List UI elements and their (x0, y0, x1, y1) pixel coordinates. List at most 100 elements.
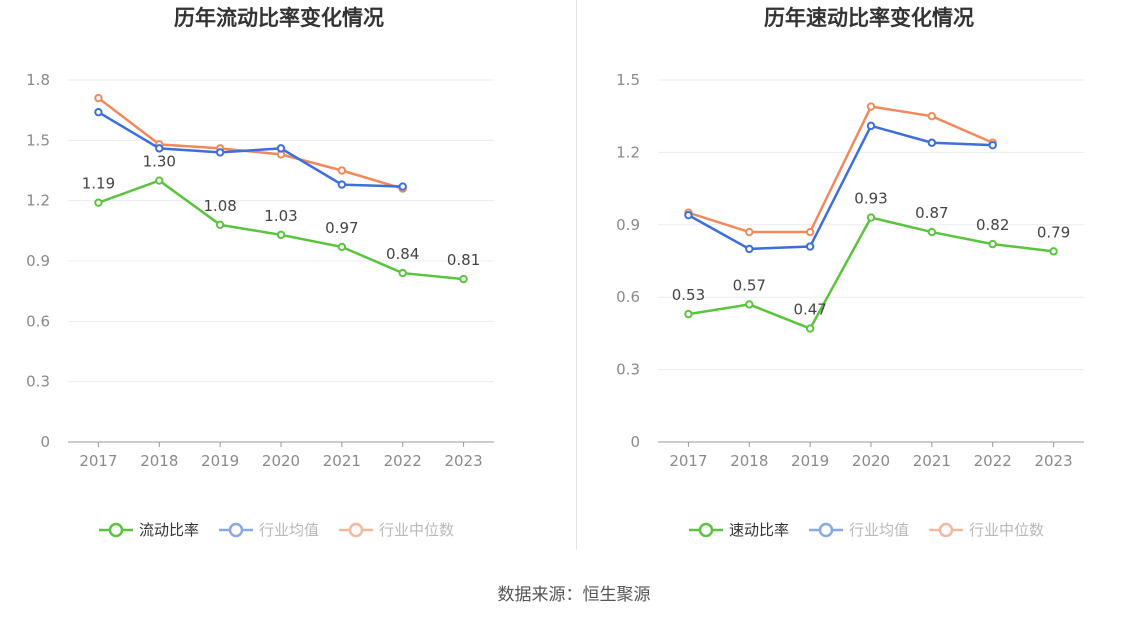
data-label: 1.03 (264, 207, 297, 225)
legend-marker-icon (348, 522, 364, 538)
data-label: 0.97 (325, 219, 358, 237)
data-label: 1.19 (82, 175, 115, 193)
data-label: 0.53 (672, 286, 705, 304)
data-point-main[interactable] (94, 198, 103, 207)
data-point-avg[interactable] (684, 210, 693, 220)
series-line-avg (97, 111, 403, 188)
data-point-avg[interactable] (94, 107, 103, 117)
data-label: 0.82 (976, 216, 1009, 234)
y-tick-label: 1.5 (26, 131, 50, 149)
chart-title: 历年流动比率变化情况 (174, 6, 384, 30)
legend-item-avg[interactable]: 行业均值 (219, 521, 319, 539)
legend-label: 速动比率 (729, 521, 789, 539)
data-point-avg[interactable] (866, 121, 876, 131)
data-label: 0.93 (854, 190, 887, 208)
x-tick-label: 2017 (669, 452, 707, 470)
current-ratio-chart: 历年流动比率变化情况 0 0.3 0.6 0.9 1.2 1.5 1.8 2017 2018 201… (0, 0, 574, 560)
data-point-avg[interactable] (745, 244, 754, 254)
data-label: 1.30 (143, 153, 176, 171)
data-point-avg[interactable] (276, 144, 286, 153)
data-point-median[interactable] (94, 93, 103, 103)
x-tick-label: 2018 (730, 452, 768, 470)
x-tick-label: 2017 (79, 452, 117, 470)
data-point-main[interactable] (684, 309, 693, 319)
data-source-note: 数据来源：恒生聚源 (497, 585, 651, 605)
data-point-main[interactable] (215, 220, 225, 230)
data-point-main[interactable] (155, 176, 164, 185)
data-point-median[interactable] (337, 166, 347, 175)
x-tick-label: 2019 (201, 452, 239, 470)
data-point-main[interactable] (459, 274, 468, 284)
data-point-avg[interactable] (805, 242, 815, 251)
data-point-median[interactable] (927, 112, 937, 121)
data-point-avg[interactable] (927, 138, 937, 147)
y-tick-label: 1.2 (26, 192, 50, 210)
legend-item-median[interactable]: 行业中位数 (929, 521, 1044, 539)
current-ratio-chart-svg: 历年流动比率变化情况 0 0.3 0.6 0.9 1.2 1.5 1.8 2017 2018 201… (26, 6, 494, 539)
data-label: 1.08 (203, 197, 236, 215)
x-tick-label: 2021 (323, 452, 361, 470)
y-tick-label: 0.9 (616, 216, 640, 234)
y-tick-label: 1.8 (26, 71, 50, 89)
chart-title: 历年速动比率变化情况 (764, 6, 974, 30)
y-tick-label: 0.6 (26, 312, 50, 330)
x-tick-label: 2019 (791, 452, 829, 470)
data-label: 0.87 (915, 204, 948, 222)
x-tick-label: 2018 (140, 452, 178, 470)
data-point-main[interactable] (745, 300, 754, 309)
series-line-main (98, 179, 464, 281)
legend-item-median[interactable]: 行业中位数 (339, 521, 454, 539)
data-point-median[interactable] (805, 227, 815, 237)
chart-divider (576, 0, 577, 550)
data-label: 0.81 (447, 251, 480, 269)
data-point-main[interactable] (398, 268, 407, 278)
legend-label: 行业均值 (259, 521, 319, 539)
legend-label: 流动比率 (139, 521, 199, 539)
legend-marker-icon (938, 522, 954, 538)
x-tick-label: 2023 (1034, 452, 1072, 470)
data-point-main[interactable] (276, 230, 286, 240)
y-tick-label: 0.3 (26, 373, 50, 391)
data-point-main[interactable] (337, 242, 347, 252)
data-point-main[interactable] (866, 213, 876, 222)
x-tick-label: 2020 (852, 452, 890, 470)
data-point-avg[interactable] (988, 140, 997, 150)
legend-label: 行业中位数 (379, 521, 454, 539)
legend-label: 行业中位数 (969, 521, 1044, 539)
series-line-median (688, 105, 994, 234)
x-tick-label: 2020 (262, 452, 300, 470)
series-line-avg (687, 124, 993, 251)
legend-item-main[interactable]: 速动比率 (689, 521, 789, 539)
legend-label: 行业均值 (849, 521, 909, 539)
quick-ratio-chart: 历年速动比率变化情况 0 0.3 0.6 0.9 1.2 1.5 2017 2018 2019 20… (578, 0, 1148, 560)
data-point-main[interactable] (927, 227, 937, 237)
y-tick-label: 1.5 (616, 71, 640, 89)
data-point-avg[interactable] (398, 182, 407, 191)
quick-ratio-chart-svg: 历年速动比率变化情况 0 0.3 0.6 0.9 1.2 1.5 2017 2018 2019 20… (616, 6, 1084, 539)
series-line-median (97, 97, 404, 190)
data-point-median[interactable] (866, 102, 876, 111)
series-line-main (688, 216, 1054, 331)
y-tick-label: 0.9 (26, 252, 50, 270)
x-tick-label: 2022 (384, 452, 422, 470)
legend-marker-icon (698, 522, 714, 538)
legend-marker-icon (228, 522, 244, 538)
data-point-avg[interactable] (155, 144, 164, 153)
data-point-avg[interactable] (337, 180, 347, 189)
data-label: 0.57 (733, 276, 766, 294)
x-tick-label: 2023 (444, 452, 482, 470)
legend-marker-icon (108, 522, 124, 538)
y-tick-label: 0.6 (616, 288, 640, 306)
data-label: 0.84 (386, 245, 419, 263)
data-label: 0.79 (1037, 223, 1070, 241)
data-point-main[interactable] (805, 324, 815, 333)
y-tick-label: 0 (40, 433, 50, 451)
legend-marker-icon (818, 522, 834, 538)
data-label: 0.47 (793, 301, 826, 319)
data-point-median[interactable] (745, 227, 754, 237)
legend-item-main[interactable]: 流动比率 (99, 521, 199, 539)
legend-item-avg[interactable]: 行业均值 (809, 521, 909, 539)
data-point-main[interactable] (1049, 247, 1058, 256)
data-point-main[interactable] (988, 239, 997, 249)
data-point-avg[interactable] (215, 148, 225, 157)
